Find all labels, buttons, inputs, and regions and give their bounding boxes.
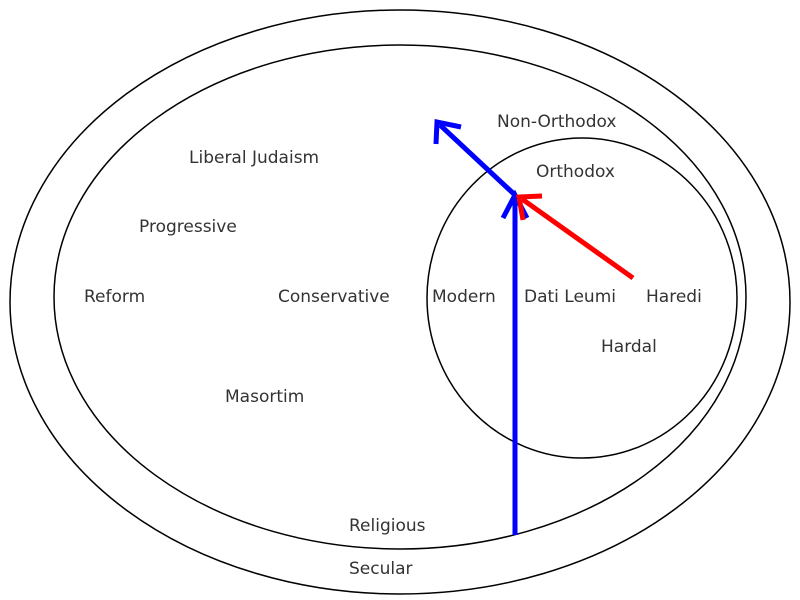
red-arrowhead: [516, 193, 543, 221]
orthodox-circle: [426, 137, 738, 459]
liberal-judaism-label: Liberal Judaism: [189, 148, 320, 168]
blue-diagonal-arrow: [438, 123, 517, 197]
hardal-label: Hardal: [601, 337, 657, 357]
dati-leumi-label: Dati Leumi: [524, 287, 616, 307]
non-orthodox-label: Non-Orthodox: [497, 112, 617, 132]
religious-label: Religious: [349, 516, 426, 536]
blue-diagonal-arrowhead: [433, 118, 462, 145]
orthodox-label: Orthodox: [536, 162, 615, 182]
religious-ellipse: [53, 44, 747, 550]
secular-label: Secular: [349, 559, 413, 579]
masortim-label: Masortim: [225, 387, 305, 407]
haredi-label: Haredi: [646, 287, 702, 307]
reform-label: Reform: [84, 287, 146, 307]
modern-label: Modern: [432, 287, 496, 307]
red-arrow: [520, 196, 635, 281]
progressive-label: Progressive: [139, 217, 237, 237]
conservative-label: Conservative: [278, 287, 390, 307]
secular-ellipse: [9, 9, 791, 595]
